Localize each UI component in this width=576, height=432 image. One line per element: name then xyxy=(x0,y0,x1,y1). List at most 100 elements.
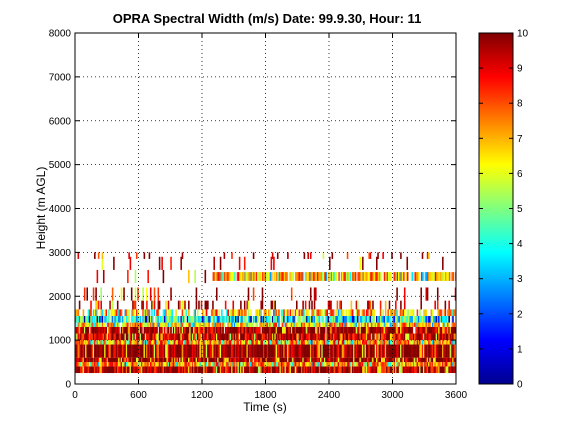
heatmap-cell xyxy=(143,252,146,259)
heatmap-cell xyxy=(223,333,226,341)
heatmap-cell xyxy=(271,300,274,310)
heatmap-cell xyxy=(358,340,360,345)
heatmap-cell xyxy=(426,357,429,363)
heatmap-cell xyxy=(255,315,257,323)
heatmap-cell xyxy=(321,344,323,358)
heatmap-cell xyxy=(359,366,362,374)
heatmap-cell xyxy=(442,322,444,327)
heatmap-cell xyxy=(213,366,215,374)
heatmap-cell xyxy=(345,344,348,358)
heatmap-cell xyxy=(255,309,257,316)
heatmap-cell xyxy=(101,315,104,323)
heatmap-cell xyxy=(356,344,359,358)
heatmap-cell xyxy=(101,362,104,367)
heatmap-cell xyxy=(203,357,205,363)
heatmap-cell xyxy=(78,322,81,327)
heatmap-cell xyxy=(325,362,327,367)
heatmap-cell xyxy=(143,333,146,341)
heatmap-cell xyxy=(143,366,146,374)
heatmap-cell xyxy=(109,340,111,345)
heatmap-cell xyxy=(362,344,364,358)
heatmap-cell xyxy=(405,344,407,358)
heatmap-cell xyxy=(119,333,122,341)
heatmap-cell xyxy=(320,309,322,316)
heatmap-cell xyxy=(221,272,224,281)
heatmap-cell xyxy=(174,315,176,323)
heatmap-cell xyxy=(76,344,78,358)
heatmap-cell xyxy=(428,252,430,259)
heatmap-cell xyxy=(412,309,415,316)
heatmap-cell xyxy=(311,366,313,374)
heatmap-cell xyxy=(248,315,251,323)
heatmap-cell xyxy=(302,272,305,281)
heatmap-cell xyxy=(99,344,101,358)
heatmap-cell xyxy=(313,322,316,327)
heatmap-cell xyxy=(132,340,134,345)
heatmap-cell xyxy=(106,340,109,345)
heatmap-cell xyxy=(302,322,304,327)
heatmap-cell xyxy=(158,333,161,341)
heatmap-cell xyxy=(221,326,223,334)
heatmap-cell xyxy=(168,309,171,316)
heatmap-cell xyxy=(223,252,226,259)
heatmap-cell xyxy=(250,309,252,316)
heatmap-cell xyxy=(245,315,247,323)
heatmap-cell xyxy=(120,362,123,367)
heatmap-cell xyxy=(294,362,297,367)
heatmap-cell xyxy=(113,344,115,358)
heatmap-cell xyxy=(143,309,146,316)
heatmap-cell xyxy=(254,326,256,334)
heatmap-cell xyxy=(217,333,219,341)
heatmap-cell xyxy=(387,344,389,358)
heatmap-cell xyxy=(253,272,255,281)
heatmap-cell xyxy=(185,326,188,334)
heatmap-cell xyxy=(273,357,275,363)
heatmap-cell xyxy=(114,344,116,358)
heatmap-cell xyxy=(340,344,342,358)
heatmap-cell xyxy=(276,322,279,327)
heatmap-cell xyxy=(373,322,376,327)
heatmap-cell xyxy=(171,362,174,367)
heatmap-cell xyxy=(188,269,190,284)
x-tick-label: 3600 xyxy=(445,390,468,401)
heatmap-cell xyxy=(194,315,196,323)
heatmap-cell xyxy=(384,362,387,367)
heatmap-cell xyxy=(124,326,127,334)
heatmap-cell xyxy=(388,344,391,358)
heatmap-cell xyxy=(238,362,241,367)
heatmap-cell xyxy=(440,357,443,363)
heatmap-cell xyxy=(207,300,209,310)
heatmap-cell xyxy=(146,366,148,374)
heatmap-cell xyxy=(327,322,330,327)
heatmap-cell xyxy=(428,366,430,374)
heatmap-cell xyxy=(274,322,276,327)
heatmap-cell xyxy=(430,340,433,345)
heatmap-cell xyxy=(100,362,102,367)
heatmap-cell xyxy=(222,272,225,281)
heatmap-cell xyxy=(248,340,251,345)
heatmap-cell xyxy=(180,333,182,341)
heatmap-cell xyxy=(363,322,365,327)
heatmap-cell xyxy=(374,333,377,341)
heatmap-cell xyxy=(261,362,264,367)
heatmap-cell xyxy=(113,366,115,374)
heatmap-cell xyxy=(214,333,217,341)
heatmap-cells xyxy=(75,252,457,374)
heatmap-cell xyxy=(81,333,83,341)
heatmap-cell xyxy=(265,366,268,374)
heatmap-cell xyxy=(289,362,292,367)
heatmap-cell xyxy=(323,272,325,281)
heatmap-cell xyxy=(375,344,378,358)
heatmap-cell xyxy=(431,326,434,334)
heatmap-cell xyxy=(132,300,134,310)
heatmap-cell xyxy=(370,333,373,341)
heatmap-cell xyxy=(195,315,198,323)
heatmap-cell xyxy=(410,272,413,281)
heatmap-cell xyxy=(345,333,348,341)
heatmap-cell xyxy=(322,322,325,327)
heatmap-cell xyxy=(295,340,298,345)
heatmap-cell xyxy=(138,362,141,367)
heatmap-cell xyxy=(247,309,250,316)
heatmap-cell xyxy=(161,357,163,363)
heatmap-cell xyxy=(439,272,442,281)
